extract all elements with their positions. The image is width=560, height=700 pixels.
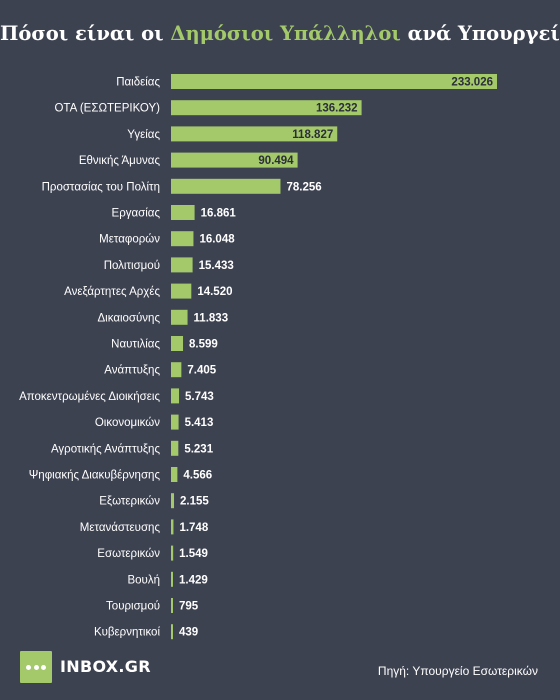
value-label: 11.833 bbox=[194, 312, 229, 324]
title-suffix: ανά Υπουργείο; bbox=[407, 22, 560, 45]
category-label: Βουλή bbox=[127, 574, 160, 586]
category-label: Ανάπτυξης bbox=[104, 365, 160, 377]
value-label: 5.743 bbox=[185, 391, 214, 403]
bar bbox=[171, 257, 193, 273]
bar bbox=[171, 309, 188, 325]
category-label: Ανεξάρτητες Αρχές bbox=[64, 286, 160, 298]
value-label: 90.494 bbox=[258, 155, 294, 167]
bar bbox=[171, 205, 195, 220]
value-label: 795 bbox=[179, 601, 199, 613]
value-label: 16.861 bbox=[201, 208, 237, 220]
value-label: 1.429 bbox=[179, 574, 208, 586]
value-label: 233.026 bbox=[451, 77, 493, 89]
bar bbox=[171, 231, 194, 247]
category-label: Πολιτισμού bbox=[104, 260, 160, 272]
category-label: Κυβερνητικοί bbox=[94, 627, 160, 639]
category-label: Ψηφιακής Διακυβέρνησης bbox=[29, 470, 161, 482]
source-note: Πηγή: Υπουργείο Εσωτερικών bbox=[377, 664, 538, 678]
bar bbox=[171, 440, 179, 456]
bar bbox=[171, 467, 178, 482]
title-prefix: Πόσοι είναι οι bbox=[0, 22, 171, 45]
category-label: Εσωτερικών bbox=[97, 548, 160, 560]
value-label: 15.433 bbox=[199, 260, 234, 272]
bar-chart: Παιδείας 233.026 ΟΤΑ (ΕΣΩΤΕΡΙΚΟΥ) 136.232 Υγ… bbox=[19, 74, 497, 640]
value-label: 7.405 bbox=[187, 365, 216, 377]
bar bbox=[171, 545, 174, 561]
value-label: 136.232 bbox=[316, 103, 358, 115]
category-label: ΟΤΑ (ΕΣΩΤΕΡΙΚΟΥ) bbox=[54, 103, 160, 115]
bar bbox=[171, 624, 173, 640]
category-label: Εθνικής Άμυνας bbox=[79, 155, 161, 167]
bar bbox=[171, 100, 362, 116]
category-label: Υγείας bbox=[127, 129, 160, 141]
category-label: Εξωτερικών bbox=[99, 496, 160, 508]
category-label: Αποκεντρωμένες Διοικήσεις bbox=[19, 391, 160, 403]
bar bbox=[171, 519, 174, 535]
category-label: Αγροτικής Ανάπτυξης bbox=[51, 443, 161, 455]
bar bbox=[171, 126, 338, 142]
value-label: 78.256 bbox=[286, 181, 321, 193]
value-label: 1.549 bbox=[179, 548, 208, 560]
category-label: Δικαιοσύνης bbox=[97, 312, 160, 324]
bar bbox=[171, 336, 184, 351]
value-label: 16.048 bbox=[199, 234, 235, 246]
bar bbox=[171, 598, 173, 613]
value-label: 8.599 bbox=[189, 339, 218, 351]
bar bbox=[171, 178, 281, 194]
bar bbox=[171, 152, 298, 168]
category-label: Τουρισμού bbox=[106, 601, 160, 613]
bar bbox=[171, 283, 192, 299]
category-label: Παιδείας bbox=[116, 77, 160, 89]
category-label: Ναυτιλίας bbox=[111, 339, 160, 351]
value-label: 439 bbox=[179, 627, 198, 639]
bar bbox=[171, 362, 182, 378]
category-label: Μετανάστευσης bbox=[80, 522, 161, 534]
bar bbox=[171, 493, 175, 509]
category-label: Εργασίας bbox=[112, 208, 161, 220]
bar bbox=[171, 414, 179, 430]
category-label: Μεταφορών bbox=[99, 234, 160, 246]
title-highlight: Δημόσιοι Υπάλληλοι bbox=[170, 22, 401, 45]
value-label: 2.155 bbox=[180, 496, 209, 508]
value-label: 5.413 bbox=[185, 417, 214, 429]
brand-name: INBOX.GR bbox=[60, 657, 151, 676]
bar bbox=[171, 388, 180, 404]
value-label: 5.231 bbox=[184, 443, 213, 455]
value-label: 118.827 bbox=[292, 129, 333, 141]
category-label: Προστασίας του Πολίτη bbox=[42, 181, 160, 193]
inbox-logo-icon bbox=[20, 651, 52, 683]
value-label: 14.520 bbox=[197, 286, 232, 298]
category-label: Οικονομικών bbox=[95, 417, 160, 429]
chart-title: Πόσοι είναι οι Δημόσιοι Υπάλληλοι ανά Υπ… bbox=[0, 22, 560, 45]
value-label: 1.748 bbox=[179, 522, 208, 534]
bar bbox=[171, 74, 497, 89]
bar bbox=[171, 571, 173, 587]
value-label: 4.566 bbox=[183, 470, 212, 482]
